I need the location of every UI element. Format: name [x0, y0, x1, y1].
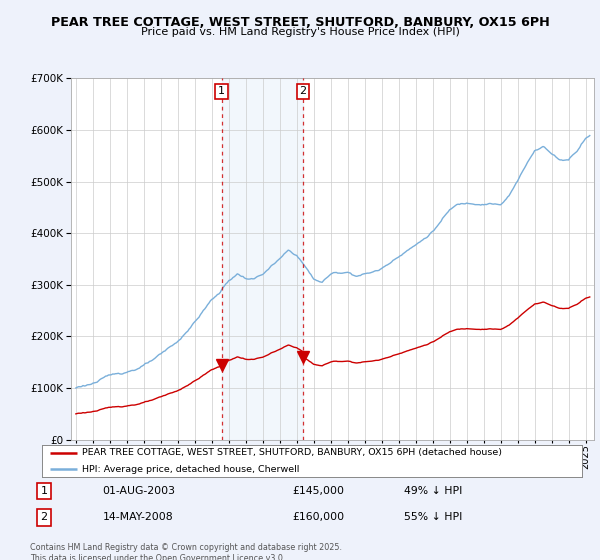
Text: Contains HM Land Registry data © Crown copyright and database right 2025.
This d: Contains HM Land Registry data © Crown c… — [30, 543, 342, 560]
Text: £145,000: £145,000 — [292, 486, 344, 496]
Bar — [221, 78, 303, 440]
Text: Price paid vs. HM Land Registry's House Price Index (HPI): Price paid vs. HM Land Registry's House … — [140, 27, 460, 38]
Text: PEAR TREE COTTAGE, WEST STREET, SHUTFORD, BANBURY, OX15 6PH (detached house): PEAR TREE COTTAGE, WEST STREET, SHUTFORD… — [83, 448, 503, 458]
Text: 01-AUG-2003: 01-AUG-2003 — [103, 486, 176, 496]
Text: 55% ↓ HPI: 55% ↓ HPI — [404, 512, 462, 522]
Text: 2: 2 — [299, 86, 307, 96]
Text: 49% ↓ HPI: 49% ↓ HPI — [404, 486, 462, 496]
Text: 14-MAY-2008: 14-MAY-2008 — [103, 512, 173, 522]
Text: 2: 2 — [40, 512, 47, 522]
Text: HPI: Average price, detached house, Cherwell: HPI: Average price, detached house, Cher… — [83, 464, 300, 474]
Text: £160,000: £160,000 — [292, 512, 344, 522]
Text: PEAR TREE COTTAGE, WEST STREET, SHUTFORD, BANBURY, OX15 6PH: PEAR TREE COTTAGE, WEST STREET, SHUTFORD… — [50, 16, 550, 29]
Text: 1: 1 — [218, 86, 225, 96]
Text: 1: 1 — [40, 486, 47, 496]
